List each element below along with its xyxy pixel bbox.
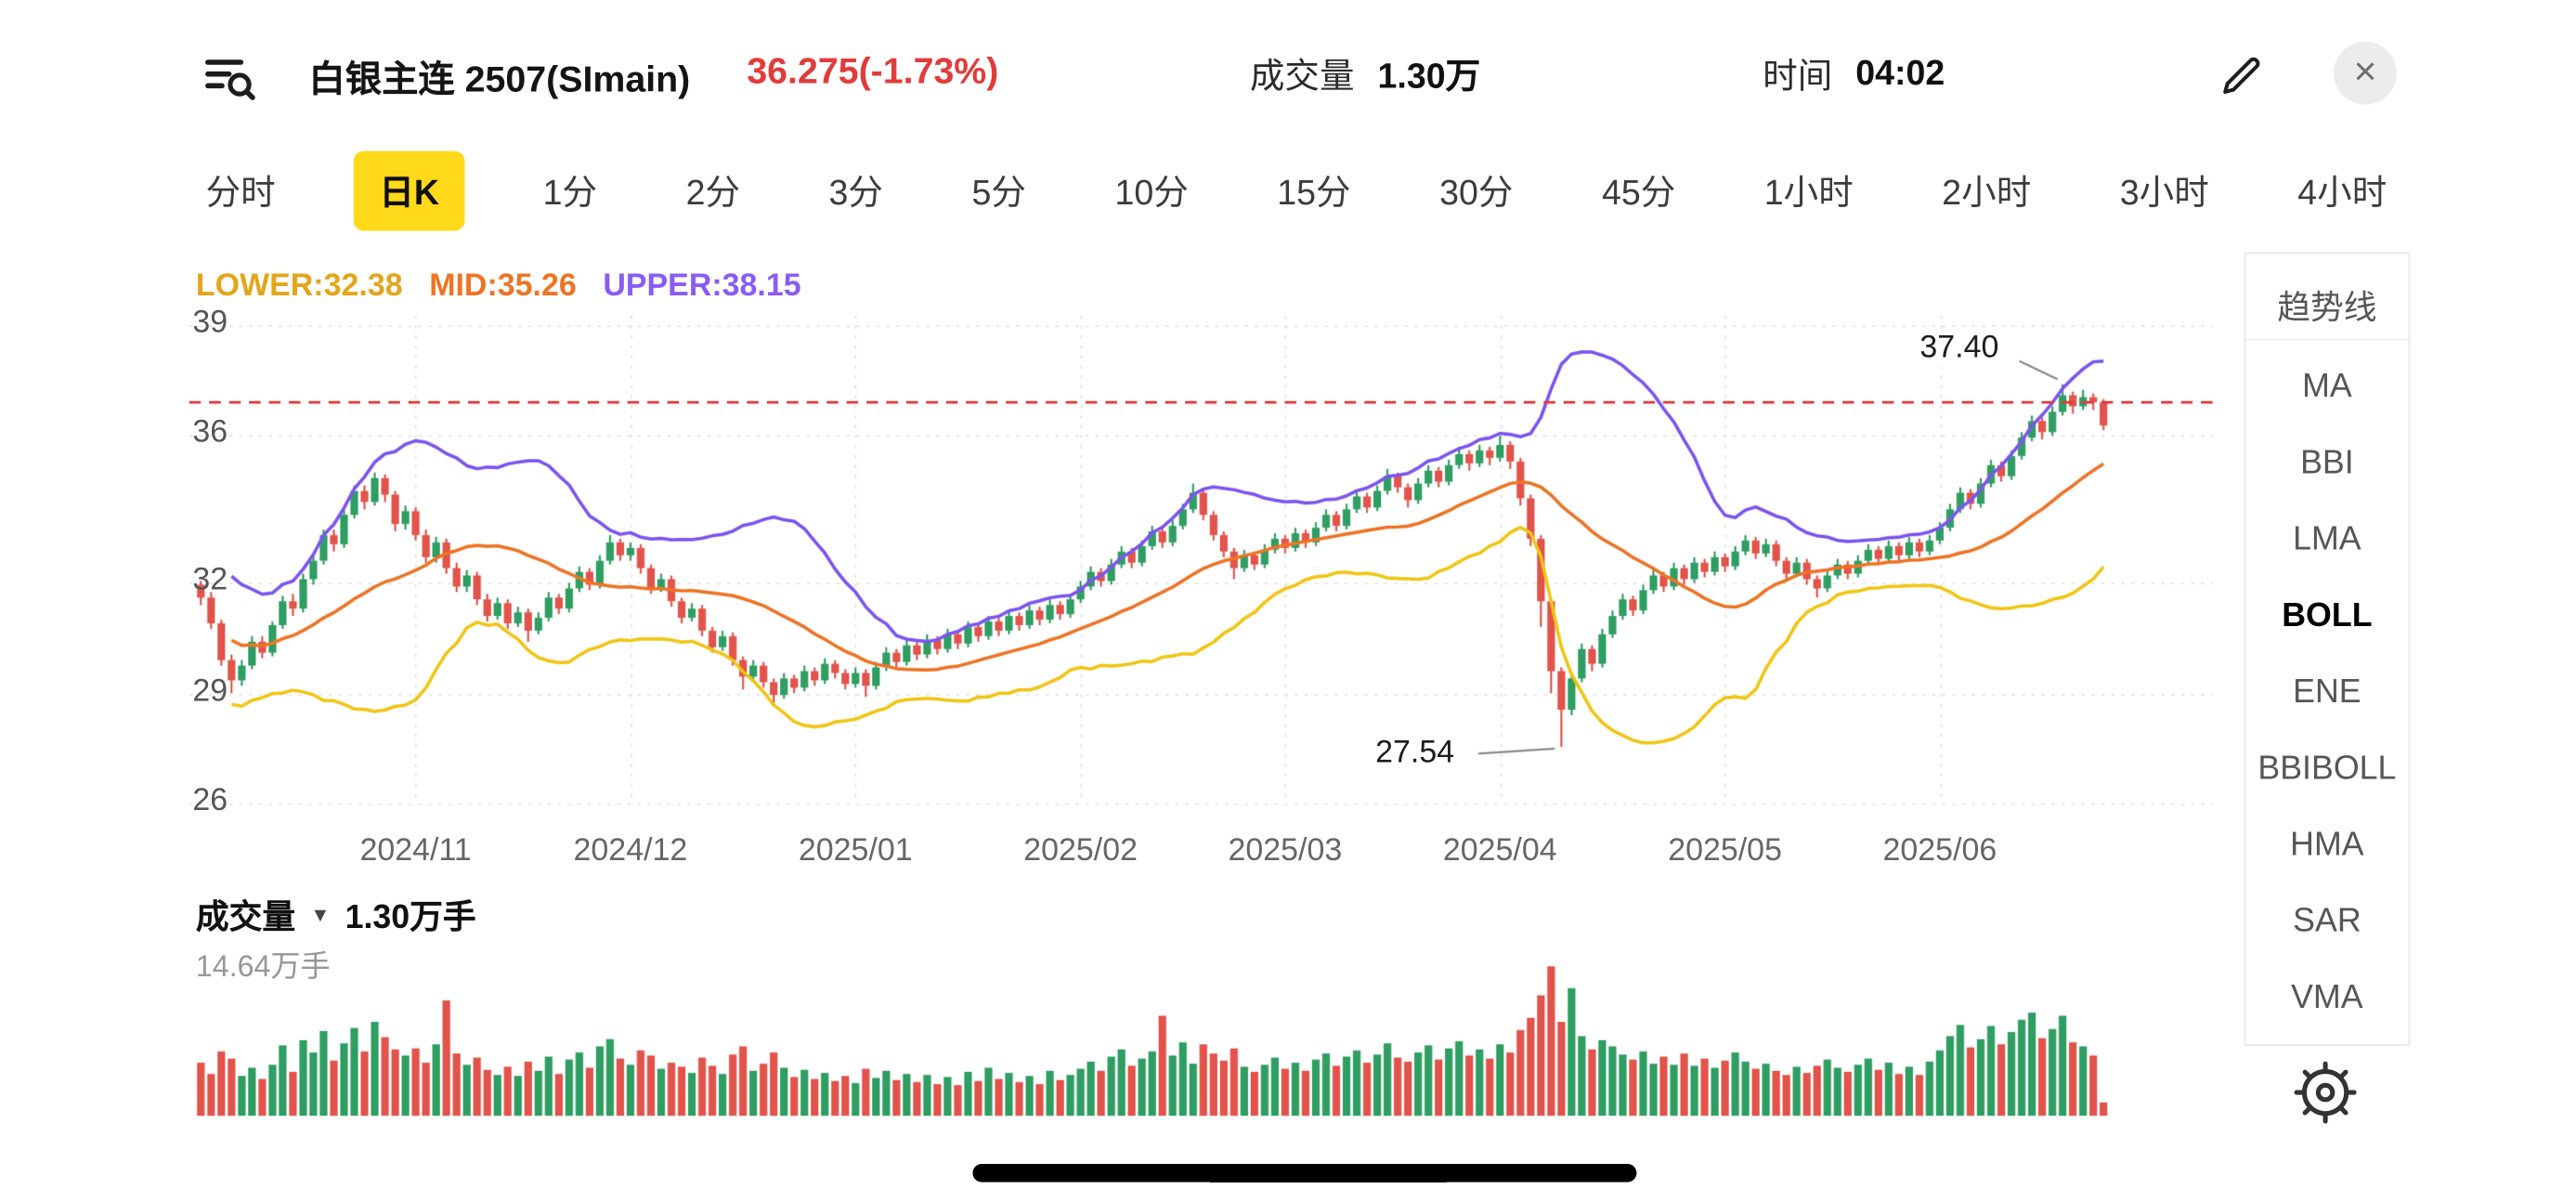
header-volume-value: 1.30万 <box>1377 58 1481 97</box>
sidebar-item-ENE[interactable]: ENE <box>2293 673 2361 712</box>
contract-title: 白银主连 2507(SImain) <box>308 58 691 100</box>
sidebar-item-LMA[interactable]: LMA <box>2293 520 2361 558</box>
sidebar-item-HMA[interactable]: HMA <box>2290 827 2364 864</box>
boll-indicator-labels: LOWER:32.38 MID:35.26 UPPER:38.15 <box>196 269 801 306</box>
price: 36.275(-1.73%) <box>747 49 999 92</box>
header-volume-label: 成交量 <box>1249 58 1355 97</box>
sidebar-item-BBI[interactable]: BBI <box>2300 444 2354 481</box>
sidebar-item-BOLL[interactable]: BOLL <box>2282 597 2373 634</box>
y-axis-label: 39 <box>192 305 228 341</box>
indicator-sidebar: 趋势线 MA BBI LMA BOLL ENE BBIBOLL HMA SAR VMA <box>2244 252 2411 1047</box>
x-axis-label: 2024/11 <box>359 833 472 869</box>
volume-pane-value: 1.30万手 <box>345 899 476 937</box>
x-axis-label: 2024/12 <box>573 833 688 869</box>
annotation-37.40: 37.40 <box>1916 331 2002 368</box>
tab-1小时[interactable]: 1小时 <box>1763 174 1854 213</box>
y-axis-label: 32 <box>192 563 228 598</box>
volume-max-label: 14.64万手 <box>195 949 331 984</box>
header-volume-group: 成交量 1.30万 <box>1250 50 1480 100</box>
close-icon[interactable]: × <box>2334 41 2397 105</box>
tab-5分[interactable]: 5分 <box>971 174 1026 213</box>
dropdown-triangle-icon: ▼ <box>310 902 331 926</box>
x-axis-label: 2025/01 <box>798 833 913 869</box>
interval-tabs: 分时 日K 1分 2分 3分 5分 10分 15分 30分 45分 1小时 2小时 3小时 4小时 <box>196 150 2397 231</box>
boll-upper-label: UPPER:38.15 <box>603 268 801 305</box>
x-axis-label: 2025/02 <box>1023 833 1138 869</box>
candlestick-chart-canvas[interactable] <box>0 249 2576 1180</box>
tab-3分[interactable]: 3分 <box>828 174 883 213</box>
tab-10分[interactable]: 10分 <box>1114 174 1189 213</box>
tab-2小时[interactable]: 2小时 <box>1942 174 2032 213</box>
settings-gear-icon[interactable] <box>2292 1059 2358 1125</box>
tab-3小时[interactable]: 3小时 <box>2119 174 2209 213</box>
tab-45分[interactable]: 45分 <box>1601 174 1676 213</box>
home-indicator[interactable] <box>972 1163 1637 1182</box>
boll-mid-label: MID:35.26 <box>429 268 577 305</box>
y-axis-label: 26 <box>192 783 228 819</box>
header-time-value: 04:02 <box>1855 54 1945 94</box>
x-axis-label: 2025/05 <box>1668 833 1782 869</box>
sidebar-item-VMA[interactable]: VMA <box>2291 980 2363 1017</box>
tab-2分[interactable]: 2分 <box>685 174 740 213</box>
tab-15分[interactable]: 15分 <box>1277 174 1351 213</box>
y-axis-label: 36 <box>192 415 228 451</box>
boll-lower-label: LOWER:32.38 <box>195 268 403 305</box>
tab-30分[interactable]: 30分 <box>1439 174 1514 213</box>
tab-分时[interactable]: 分时 <box>205 174 276 213</box>
y-axis-label: 29 <box>192 673 228 709</box>
tab-1分[interactable]: 1分 <box>542 174 598 213</box>
sidebar-item-趋势线[interactable]: 趋势线 <box>2245 270 2409 340</box>
tab-4小时[interactable]: 4小时 <box>2297 174 2387 213</box>
sidebar-item-MA[interactable]: MA <box>2302 368 2352 405</box>
price-chart: LOWER:32.38 MID:35.26 UPPER:38.15 成交量 ▼ … <box>0 249 2576 1180</box>
draw-pencil-icon[interactable] <box>2207 43 2273 109</box>
volume-pane-selector[interactable]: 成交量 ▼ 1.30万手 <box>196 890 476 938</box>
x-axis-label: 2025/03 <box>1228 833 1343 869</box>
header-time-label: 时间 <box>1763 58 1833 97</box>
x-axis-label: 2025/04 <box>1442 833 1557 869</box>
header-time-group: 时间 04:02 <box>1763 50 1945 100</box>
search-list-icon[interactable] <box>196 43 262 109</box>
annotation-27.54: 27.54 <box>1372 735 1458 772</box>
volume-pane-label: 成交量 <box>195 899 296 937</box>
header: 白银主连 2507(SImain) 36.275(-1.73%) 成交量 1.3… <box>0 30 2576 120</box>
sidebar-item-BBIBOLL[interactable]: BBIBOLL <box>2257 751 2397 788</box>
tab-日K[interactable]: 日K <box>354 150 464 231</box>
x-axis-label: 2025/06 <box>1882 833 1997 869</box>
sidebar-item-SAR[interactable]: SAR <box>2293 903 2361 941</box>
